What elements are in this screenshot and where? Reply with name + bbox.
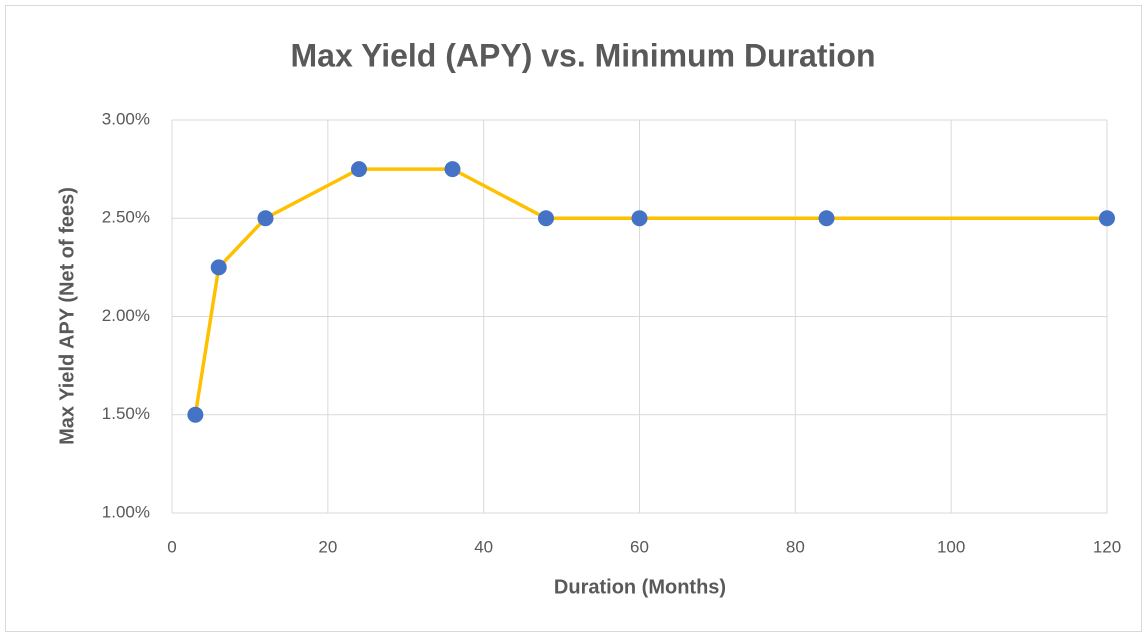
chart-title: Max Yield (APY) vs. Minimum Duration: [291, 37, 876, 73]
x-tick-label: 60: [630, 537, 649, 556]
y-axis-label: Max Yield APY (Net of fees): [56, 187, 78, 445]
marker: [818, 210, 835, 227]
y-tick-label: 2.50%: [102, 208, 150, 227]
y-tick-label: 2.00%: [102, 306, 150, 325]
marker: [631, 210, 648, 227]
y-tick-label: 3.00%: [102, 109, 150, 128]
y-tick-label: 1.50%: [102, 404, 150, 423]
chart-border: [5, 5, 1142, 632]
x-axis-label: Duration (Months): [554, 576, 726, 598]
x-tick-label: 120: [1093, 537, 1121, 556]
x-tick-label: 40: [474, 537, 493, 556]
x-tick-label: 80: [786, 537, 805, 556]
marker: [210, 259, 227, 276]
marker: [1099, 210, 1115, 227]
marker: [444, 161, 461, 178]
marker: [257, 210, 274, 227]
x-tick-label: 20: [318, 537, 337, 556]
x-tick-label: 0: [167, 537, 176, 556]
marker: [187, 406, 204, 423]
y-tick-label: 1.00%: [102, 502, 150, 521]
marker: [538, 210, 554, 227]
marker: [351, 161, 367, 178]
x-tick-label: 100: [937, 537, 965, 556]
